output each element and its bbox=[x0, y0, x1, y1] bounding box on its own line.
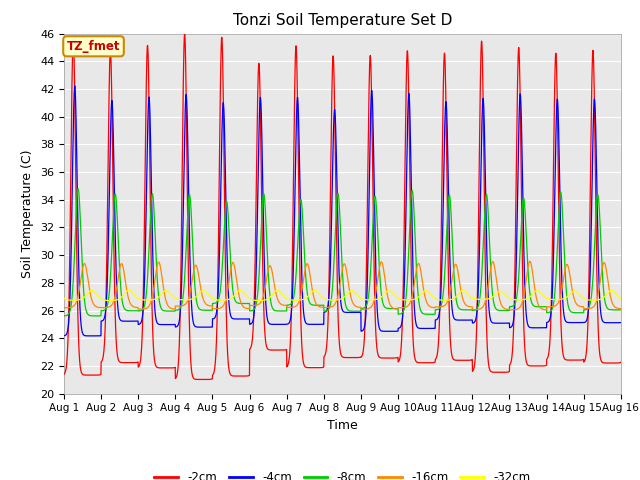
Text: TZ_fmet: TZ_fmet bbox=[67, 40, 120, 53]
X-axis label: Time: Time bbox=[327, 419, 358, 432]
Title: Tonzi Soil Temperature Set D: Tonzi Soil Temperature Set D bbox=[233, 13, 452, 28]
Y-axis label: Soil Temperature (C): Soil Temperature (C) bbox=[22, 149, 35, 278]
Legend: -2cm, -4cm, -8cm, -16cm, -32cm: -2cm, -4cm, -8cm, -16cm, -32cm bbox=[150, 466, 535, 480]
